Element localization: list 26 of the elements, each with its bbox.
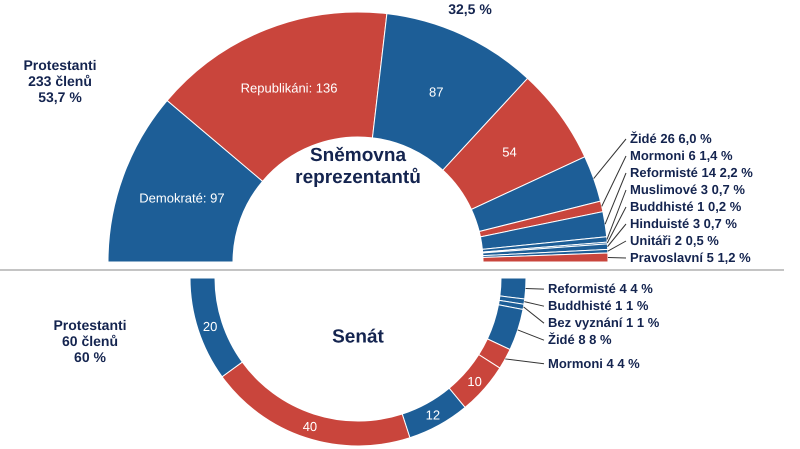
data-label: 40 <box>302 418 318 434</box>
data-label: Republikáni: 136 <box>240 80 338 96</box>
slice-label: Unitáři 2 0,5 % <box>630 233 720 248</box>
data-label: 20 <box>202 319 218 334</box>
text: 32,5 % <box>448 1 492 17</box>
slice-label: Buddhisté 1 1 % <box>548 298 649 314</box>
slice-label: Mormoni 4 4 % <box>548 356 640 371</box>
text: Senát <box>332 326 385 348</box>
slice-label: Hinduisté 3 0,7 % <box>630 216 738 231</box>
slice-label: Reformisté 14 2,2 % <box>630 165 754 180</box>
slice-label: Bez vyznání 1 1 % <box>548 315 660 330</box>
slice-label: Židé 26 6,0 % <box>630 131 712 146</box>
data-label: Demokraté: 97 <box>139 190 225 206</box>
data-label: 87 <box>429 84 444 100</box>
slice-label: Židé 8 8 % <box>548 332 612 348</box>
slice-label: Muslimové 3 0,7 % <box>630 182 746 197</box>
data-label: 12 <box>426 407 440 422</box>
data-label: 54 <box>502 144 517 160</box>
text: Protestanti 60 členů 60 % <box>53 317 127 366</box>
text: Protestanti 233 členů 53,7 % <box>23 57 97 106</box>
slice-label: Mormoni 6 1,4 % <box>630 148 734 163</box>
data-label: 10 <box>467 374 482 389</box>
slice-label: Reformisté 4 4 % <box>548 281 654 296</box>
slice-label: Buddhisté 1 0,2 % <box>630 199 742 214</box>
text: Sněmovna reprezentantů <box>295 145 421 188</box>
slice-label: Pravoslavní 5 1,2 % <box>630 250 752 265</box>
